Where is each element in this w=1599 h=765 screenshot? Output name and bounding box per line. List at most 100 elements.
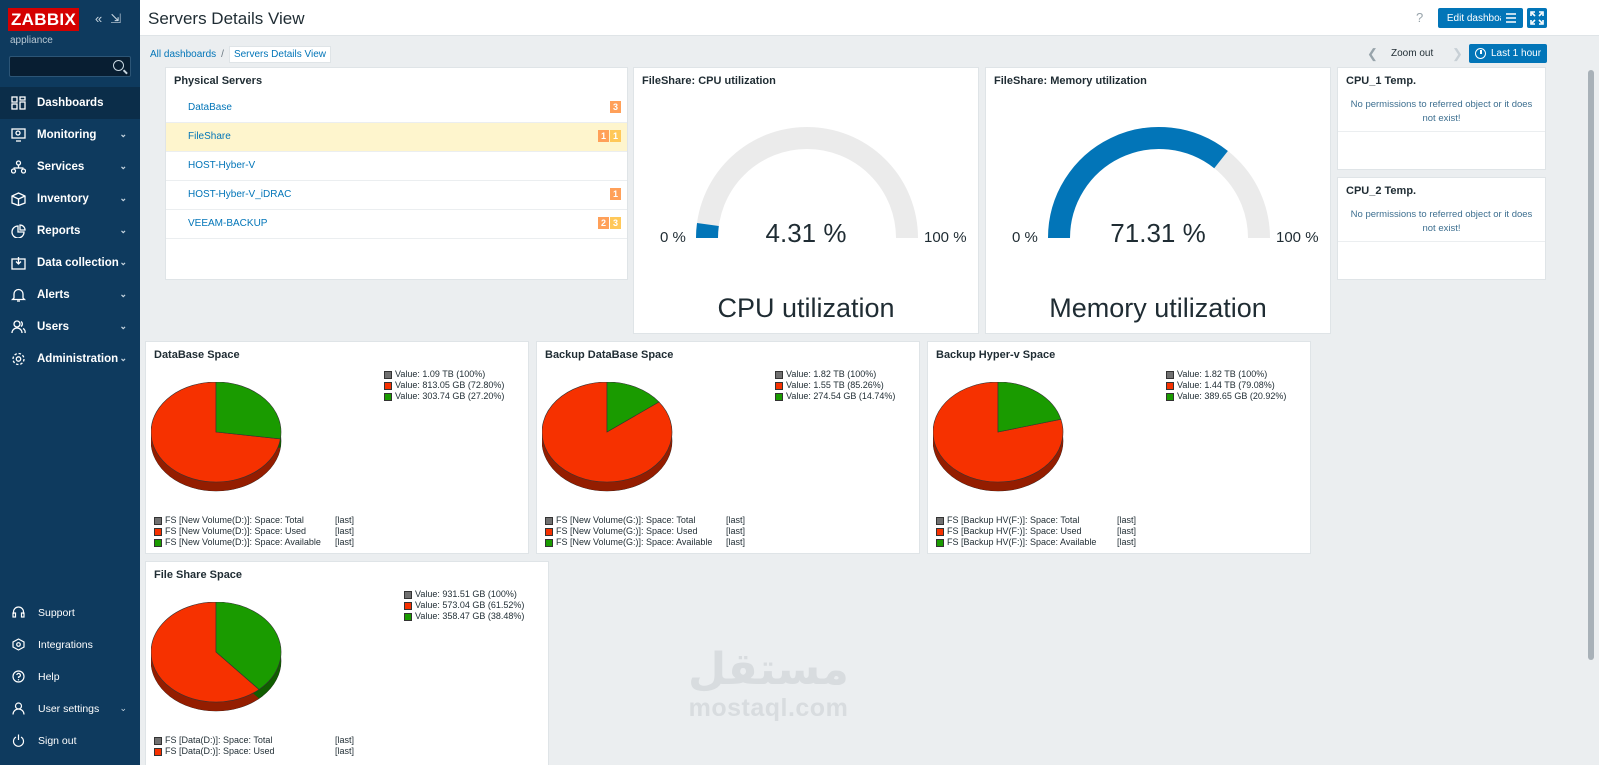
support-icon bbox=[12, 606, 25, 618]
menu-integrations[interactable]: Integrations bbox=[0, 629, 140, 661]
legend-item: Value: 1.09 TB (100%) bbox=[384, 369, 504, 380]
sidebar-controls: « ⇲ bbox=[95, 11, 121, 27]
item-function: [last] bbox=[726, 515, 746, 525]
problem-count-badge[interactable]: 3 bbox=[610, 101, 621, 113]
legend-item: FS [New Volume(G:)]: Space: Used [last] bbox=[545, 526, 745, 537]
search-icon[interactable] bbox=[113, 60, 124, 71]
value-text: Value: 813.05 GB (72.80%) bbox=[395, 380, 505, 390]
problem-count-badge[interactable]: 1 bbox=[610, 130, 621, 142]
menu-label: User settings bbox=[38, 703, 100, 715]
available-swatch bbox=[404, 612, 412, 621]
host-link[interactable]: FileShare bbox=[188, 131, 231, 142]
time-range-button[interactable]: Last 1 hour bbox=[1469, 44, 1547, 63]
time-range-label: Last 1 hour bbox=[1491, 48, 1542, 59]
widget-title: FileShare: Memory utilization bbox=[994, 75, 1147, 87]
time-forward-icon[interactable]: ❯ bbox=[1452, 46, 1463, 61]
help-icon[interactable]: ? bbox=[1416, 10, 1424, 25]
host-link[interactable]: HOST-Hyber-V bbox=[188, 160, 256, 171]
table-row[interactable]: FileShare 1 1 bbox=[166, 123, 627, 152]
available-swatch bbox=[545, 538, 553, 547]
used-swatch bbox=[154, 527, 162, 536]
menu-user-settings[interactable]: User settings ⌄ bbox=[0, 693, 140, 725]
problem-count-badge[interactable]: 2 bbox=[598, 217, 609, 229]
table-row[interactable]: VEEAM-BACKUP 2 3 bbox=[166, 210, 627, 239]
zoom-out-button[interactable]: Zoom out bbox=[1391, 48, 1434, 59]
users-icon bbox=[11, 320, 26, 334]
menu-support[interactable]: Support bbox=[0, 597, 140, 629]
legend-item: FS [Data(D:)]: Space: Total [last] bbox=[154, 735, 354, 746]
menu-services[interactable]: Services ⌄ bbox=[0, 151, 140, 183]
memory-gauge-widget: FileShare: Memory utilization 0 % 100 % … bbox=[985, 67, 1331, 334]
host-link[interactable]: HOST-Hyber-V_iDRAC bbox=[188, 189, 292, 200]
menu-data-collection[interactable]: Data collection ⌄ bbox=[0, 247, 140, 279]
dashboard-actions-button[interactable] bbox=[1501, 8, 1521, 28]
dashboards-icon bbox=[11, 96, 26, 110]
host-link[interactable]: DataBase bbox=[188, 102, 232, 113]
item-function: [last] bbox=[1117, 526, 1137, 536]
divider bbox=[1338, 131, 1545, 132]
table-row[interactable]: HOST-Hyber-V_iDRAC 1 bbox=[166, 181, 627, 210]
menu-reports[interactable]: Reports ⌄ bbox=[0, 215, 140, 247]
total-swatch bbox=[154, 516, 162, 525]
fullscreen-button[interactable] bbox=[1527, 8, 1547, 28]
backup-database-space-widget: Backup DataBase Space Value: 1.82 TB (10… bbox=[536, 341, 920, 554]
reports-icon bbox=[11, 224, 26, 238]
search-input[interactable] bbox=[9, 56, 131, 77]
breadcrumb-current[interactable]: Servers Details View bbox=[228, 46, 332, 63]
divider bbox=[1338, 241, 1545, 242]
problem-count-badge[interactable]: 3 bbox=[610, 217, 621, 229]
problem-count-badge[interactable]: 1 bbox=[610, 188, 621, 200]
pie-values-legend: Value: 1.82 TB (100%) Value: 1.44 TB (79… bbox=[1166, 369, 1286, 402]
time-back-icon[interactable]: ❮ bbox=[1367, 46, 1378, 61]
widget-title: Physical Servers bbox=[174, 75, 263, 87]
available-swatch bbox=[154, 538, 162, 547]
item-function: [last] bbox=[335, 526, 355, 536]
menu-label: Dashboards bbox=[37, 97, 104, 109]
table-row[interactable]: DataBase 3 bbox=[166, 94, 627, 123]
collapse-sidebar-icon[interactable]: « bbox=[95, 11, 103, 26]
pie-items-legend: FS [New Volume(G:)]: Space: Total [last] … bbox=[545, 515, 745, 548]
pie-chart bbox=[542, 382, 673, 492]
gauge-value: 4.31 % bbox=[765, 218, 847, 248]
host-link[interactable]: VEEAM-BACKUP bbox=[188, 218, 268, 229]
menu-dashboards[interactable]: Dashboards bbox=[0, 87, 140, 119]
available-swatch bbox=[384, 392, 392, 401]
menu-label: Monitoring bbox=[37, 129, 97, 141]
menu-alerts[interactable]: Alerts ⌄ bbox=[0, 279, 140, 311]
gauge-description: Memory utilization bbox=[1049, 293, 1267, 323]
menu-help[interactable]: Help bbox=[0, 661, 140, 693]
item-name: FS [New Volume(G:)]: Space: Total bbox=[556, 515, 696, 525]
pie-chart bbox=[151, 602, 282, 712]
value-text: Value: 389.65 GB (20.92%) bbox=[1177, 391, 1287, 401]
pie-values-legend: Value: 1.09 TB (100%) Value: 813.05 GB (… bbox=[384, 369, 504, 402]
menu-administration[interactable]: Administration ⌄ bbox=[0, 343, 140, 375]
pie-slice-available bbox=[215, 382, 282, 440]
total-swatch bbox=[154, 736, 162, 745]
zabbix-logo[interactable]: ZABBIX bbox=[8, 8, 80, 31]
item-name: FS [Backup HV(F:)]: Space: Used bbox=[947, 526, 1082, 536]
menu-icon bbox=[1506, 13, 1516, 23]
menu-sign-out[interactable]: Sign out bbox=[0, 725, 140, 757]
item-function: [last] bbox=[726, 526, 746, 536]
services-icon bbox=[11, 160, 26, 174]
pie-items-legend: FS [New Volume(D:)]: Space: Total [last] … bbox=[154, 515, 354, 548]
menu-label: Integrations bbox=[38, 639, 93, 651]
table-row[interactable]: HOST-Hyber-V bbox=[166, 152, 627, 181]
item-function: [last] bbox=[335, 537, 355, 547]
item-function: [last] bbox=[335, 735, 355, 745]
legend-item: Value: 1.82 TB (100%) bbox=[775, 369, 895, 380]
database-space-widget: DataBase Space Value: 1.09 TB (100%) Val… bbox=[145, 341, 529, 554]
menu-users[interactable]: Users ⌄ bbox=[0, 311, 140, 343]
legend-item: FS [Backup HV(F:)]: Space: Total [last] bbox=[936, 515, 1136, 526]
menu-monitoring[interactable]: Monitoring ⌄ bbox=[0, 119, 140, 151]
gauge-value: 71.31 % bbox=[1110, 218, 1206, 248]
page-scrollbar[interactable] bbox=[1588, 70, 1594, 660]
menu-inventory[interactable]: Inventory ⌄ bbox=[0, 183, 140, 215]
item-name: FS [Backup HV(F:)]: Space: Available bbox=[947, 537, 1097, 547]
inventory-icon bbox=[11, 192, 26, 206]
breadcrumb-all-dashboards[interactable]: All dashboards bbox=[150, 49, 217, 60]
problem-count-badge[interactable]: 1 bbox=[598, 130, 609, 142]
legend-item: Value: 274.54 GB (14.74%) bbox=[775, 391, 895, 402]
total-swatch bbox=[1166, 370, 1174, 379]
kiosk-mode-icon[interactable]: ⇲ bbox=[110, 11, 122, 26]
